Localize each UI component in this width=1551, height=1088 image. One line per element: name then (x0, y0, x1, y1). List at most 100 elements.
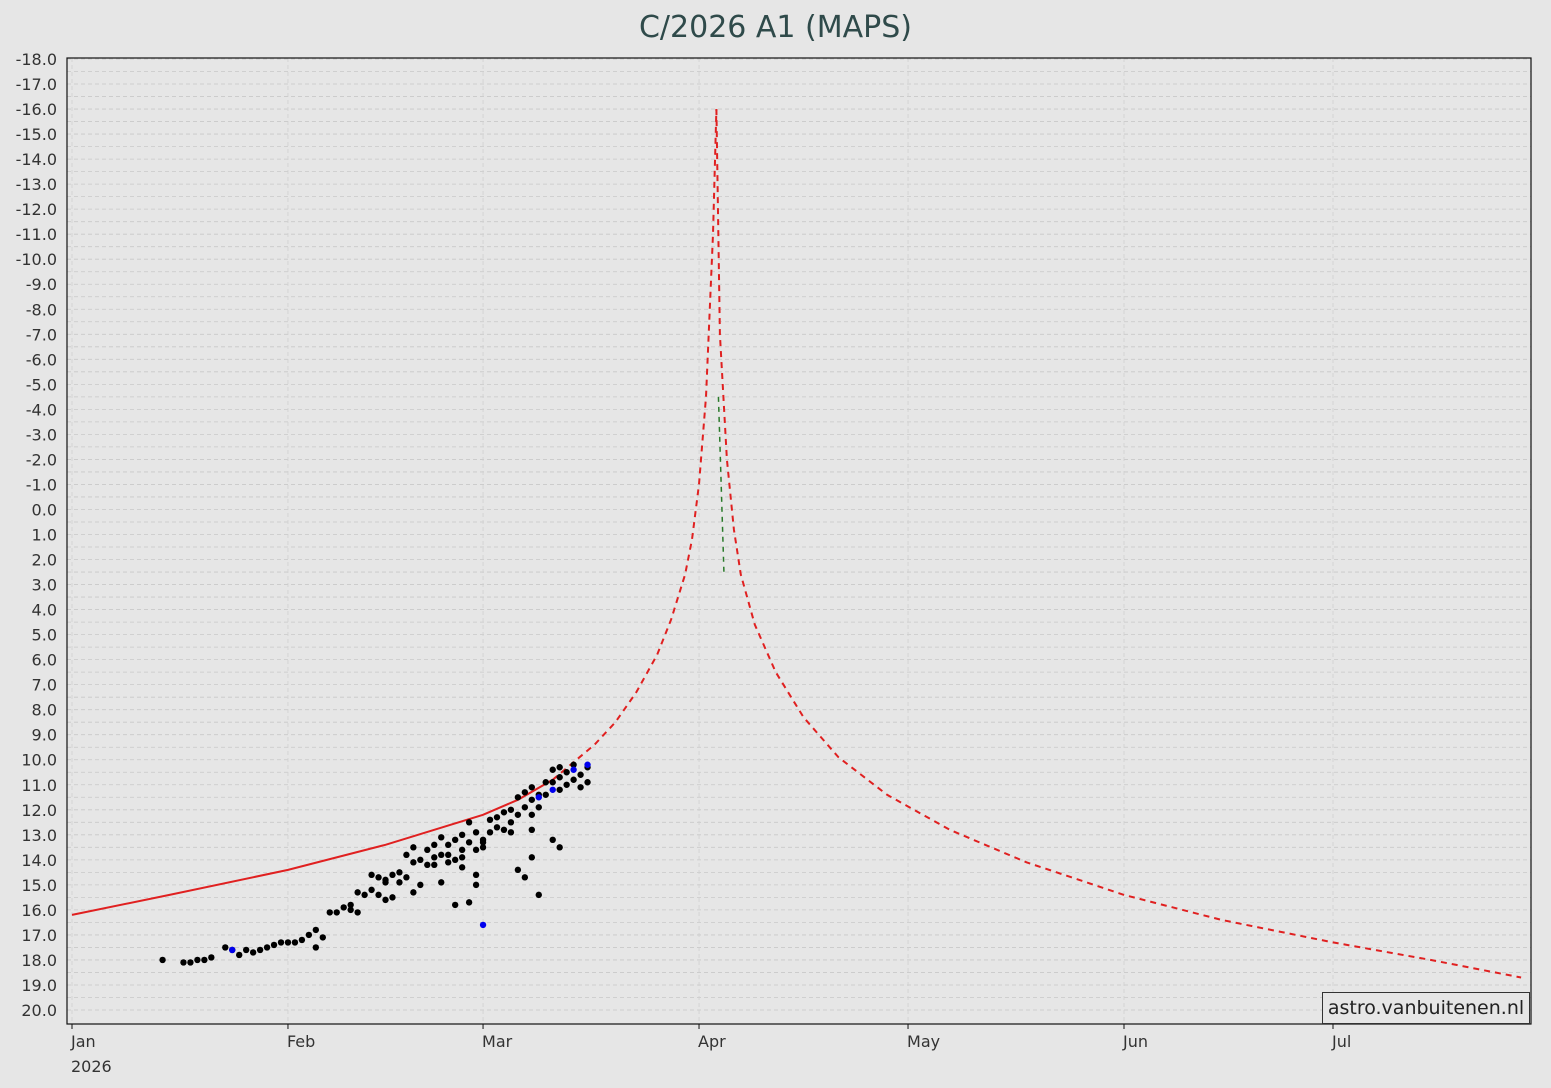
observation-point (403, 874, 410, 881)
y-tick-label: 2.0 (32, 551, 57, 570)
observation-point (417, 856, 424, 864)
observation-point (535, 891, 542, 899)
observation-point (521, 804, 529, 811)
observation-point (424, 861, 431, 869)
plot-frame (66, 57, 1532, 1025)
observation-point (438, 851, 445, 859)
observation-point (528, 826, 536, 834)
observation-point (528, 796, 536, 803)
observation-point (410, 844, 417, 851)
observation-point (270, 941, 278, 949)
x-tick-sublabel: 2026 (71, 1057, 112, 1076)
observation-point (521, 789, 529, 796)
observation-point (187, 959, 194, 966)
observation-point (277, 939, 285, 946)
observation-point (361, 891, 368, 899)
y-axis-ticks: -18.0 -17.0 -16.0 -15.0 -14.0 -13.0 -12.0 -11.0… (16, 50, 57, 1020)
grid-lines (67, 58, 1531, 1024)
observation-point (458, 864, 466, 871)
observation-point (465, 819, 473, 826)
y-tick-label: -3.0 (26, 425, 57, 444)
observation-point (507, 819, 515, 826)
y-tick-label: -7.0 (26, 325, 57, 344)
observation-point (159, 956, 166, 964)
observation-point (458, 854, 466, 861)
observation-point (431, 854, 438, 861)
observation-point-alt (229, 946, 236, 954)
observation-point (403, 851, 410, 859)
observation-point (549, 836, 556, 844)
observation-point (263, 944, 271, 951)
observation-point (528, 811, 536, 818)
observation-point (535, 804, 542, 811)
observation-point (319, 934, 327, 941)
observation-point (486, 816, 494, 823)
observation-point (451, 901, 459, 909)
observation-point (479, 844, 487, 851)
y-tick-label: 7.0 (32, 676, 57, 695)
observation-point (438, 834, 445, 841)
y-tick-label: 8.0 (32, 701, 57, 720)
observation-point (417, 881, 424, 889)
observation-point (458, 846, 466, 854)
y-tick-label: 5.0 (32, 626, 57, 645)
observation-point (521, 874, 529, 881)
y-tick-label: 17.0 (21, 926, 57, 945)
observation-point (577, 784, 584, 791)
observation-point (507, 829, 515, 836)
observation-point (201, 956, 208, 964)
observation-point (424, 846, 431, 854)
observation-point (312, 944, 320, 951)
y-tick-label: -15.0 (16, 125, 57, 144)
observation-point (465, 899, 473, 906)
observation-point (584, 779, 591, 786)
observation-point (354, 909, 361, 916)
observation-point (410, 889, 417, 896)
y-tick-label: 0.0 (32, 500, 57, 519)
x-tick-label: Apr (698, 1032, 726, 1051)
series-line (715, 109, 1522, 979)
y-tick-label: -9.0 (26, 275, 57, 294)
series-line (552, 109, 718, 781)
y-tick-label: -13.0 (16, 175, 57, 194)
y-tick-label: 3.0 (32, 576, 57, 595)
observation-point (451, 836, 459, 844)
y-tick-label: 18.0 (21, 951, 57, 970)
watermark-label[interactable]: astro.vanbuitenen.nl (1322, 992, 1530, 1024)
y-tick-label: -1.0 (26, 475, 57, 494)
observation-point (556, 844, 563, 851)
observation-point (486, 829, 494, 836)
y-tick-label: 9.0 (32, 726, 57, 745)
observation-points (159, 761, 591, 966)
observation-point (563, 769, 570, 776)
observation-point-alt (570, 766, 577, 773)
observation-point (298, 936, 306, 944)
observation-point (375, 874, 382, 881)
observation-point (389, 871, 396, 879)
y-tick-label: -14.0 (16, 150, 57, 169)
observation-point (326, 909, 333, 916)
observation-point (396, 869, 403, 876)
observation-point (577, 771, 584, 778)
observation-point (493, 814, 501, 821)
observation-point (438, 879, 445, 886)
y-tick-label: 20.0 (21, 1001, 57, 1020)
observation-point (445, 859, 452, 866)
x-tick-label: Jul (1331, 1032, 1351, 1051)
observation-point (180, 959, 187, 966)
x-tick-label: Jan (70, 1032, 96, 1051)
observation-point (208, 954, 215, 961)
observation-point (514, 811, 522, 818)
observation-point (312, 926, 320, 934)
observation-point (514, 866, 522, 874)
observation-point (465, 839, 473, 846)
y-tick-label: 11.0 (21, 776, 57, 795)
observation-point (347, 906, 354, 914)
y-tick-label: -16.0 (16, 100, 57, 119)
observation-point (563, 781, 570, 788)
y-tick-label: -11.0 (16, 225, 57, 244)
y-tick-label: -2.0 (26, 450, 57, 469)
observation-point (389, 894, 396, 901)
observation-point (500, 809, 508, 816)
